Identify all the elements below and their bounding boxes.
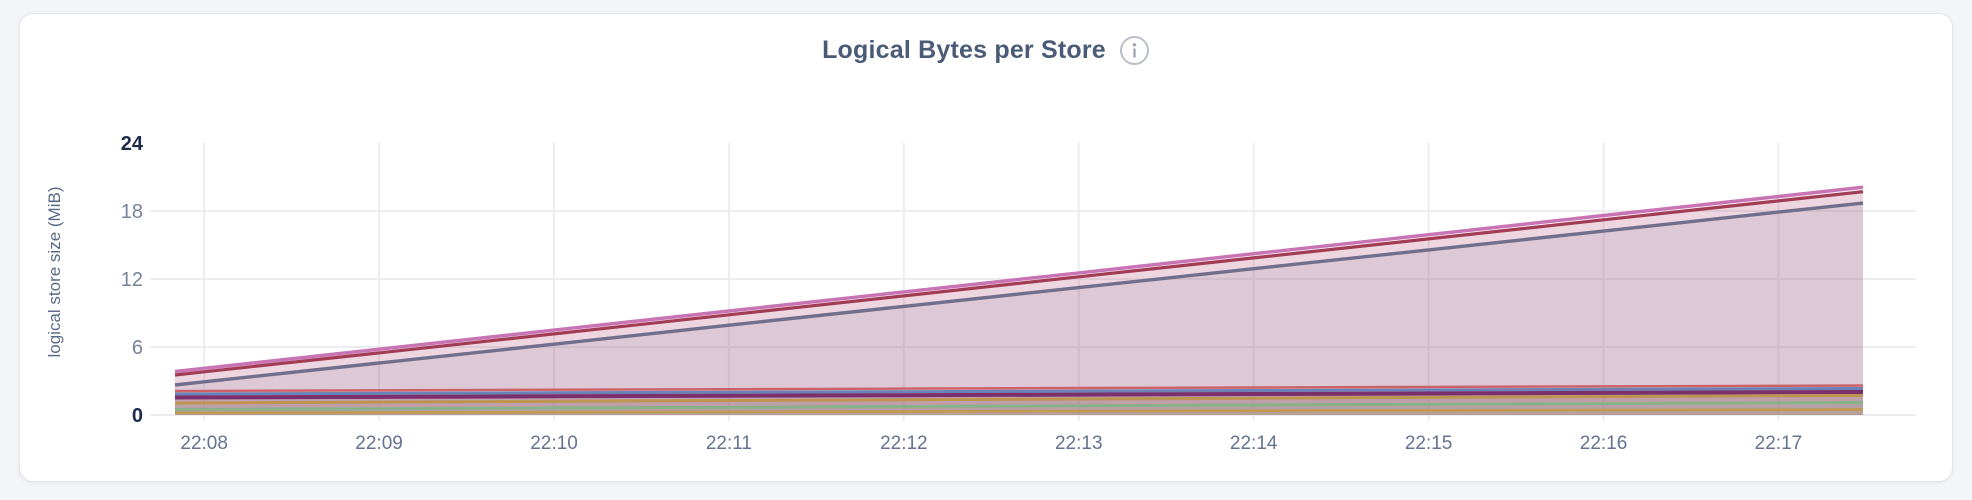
info-i-stem [1133, 48, 1136, 58]
chart-title: Logical Bytes per Store [822, 36, 1106, 64]
chart-header: Logical Bytes per Store [20, 14, 1952, 66]
info-i-dot [1132, 43, 1137, 47]
info-circle-icon[interactable] [1119, 35, 1150, 66]
chart-plot-area[interactable] [175, 143, 1863, 415]
info-circle-outline [1119, 36, 1149, 65]
info-circle-icon-svg [1119, 36, 1149, 65]
